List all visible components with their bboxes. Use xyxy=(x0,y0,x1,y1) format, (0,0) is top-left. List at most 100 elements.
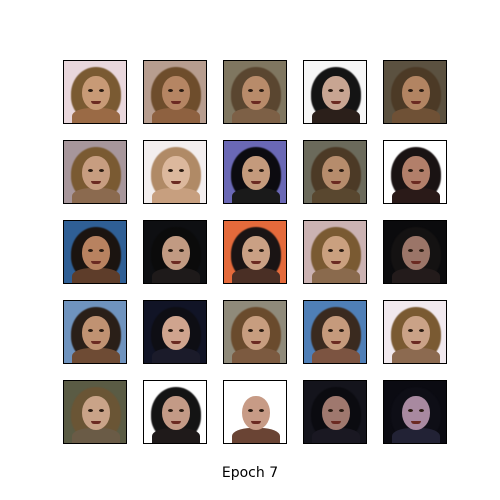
face-oval xyxy=(162,76,190,110)
eye xyxy=(419,89,424,92)
mouth xyxy=(91,181,101,184)
face-oval xyxy=(242,156,270,190)
eye xyxy=(328,249,333,252)
sample-tile xyxy=(63,300,127,364)
mouth xyxy=(331,181,341,184)
mouth xyxy=(331,261,341,264)
face-oval xyxy=(322,76,350,110)
eye xyxy=(328,89,333,92)
mouth xyxy=(91,101,101,104)
sample-tile xyxy=(63,220,127,284)
shoulders xyxy=(232,428,280,443)
sample-tile xyxy=(303,300,367,364)
sample-tile xyxy=(383,220,447,284)
sample-tile xyxy=(223,140,287,204)
eye xyxy=(88,249,93,252)
sample-tile xyxy=(143,140,207,204)
sample-tile xyxy=(303,60,367,124)
shoulders xyxy=(392,428,440,443)
face-oval xyxy=(162,236,190,270)
sample-tile xyxy=(143,220,207,284)
figure-caption: Epoch 7 xyxy=(221,465,279,481)
face-oval xyxy=(322,236,350,270)
eye xyxy=(339,329,344,332)
eye xyxy=(259,89,264,92)
eye xyxy=(179,329,184,332)
face-oval xyxy=(242,396,270,430)
face-oval xyxy=(82,396,110,430)
eye xyxy=(259,249,264,252)
mouth xyxy=(171,261,181,264)
mouth xyxy=(251,421,261,424)
mouth xyxy=(331,421,341,424)
eye xyxy=(248,169,253,172)
mouth xyxy=(251,341,261,344)
face-oval xyxy=(82,236,110,270)
sample-tile xyxy=(303,140,367,204)
face-oval xyxy=(402,236,430,270)
mouth xyxy=(331,101,341,104)
eye xyxy=(99,329,104,332)
eye xyxy=(419,249,424,252)
eye xyxy=(99,409,104,412)
eye xyxy=(408,409,413,412)
eye xyxy=(408,89,413,92)
shoulders xyxy=(72,348,120,363)
mouth xyxy=(251,261,261,264)
sample-tile xyxy=(383,140,447,204)
eye xyxy=(99,89,104,92)
eye xyxy=(408,329,413,332)
shoulders xyxy=(72,188,120,203)
eye xyxy=(179,169,184,172)
eye xyxy=(259,409,264,412)
eye xyxy=(168,329,173,332)
sample-tile xyxy=(143,300,207,364)
sample-tile xyxy=(383,380,447,444)
shoulders xyxy=(152,348,200,363)
eye xyxy=(168,249,173,252)
face-oval xyxy=(402,396,430,430)
face-oval xyxy=(402,156,430,190)
sample-tile xyxy=(63,140,127,204)
mouth xyxy=(171,421,181,424)
sample-tile xyxy=(63,380,127,444)
shoulders xyxy=(72,428,120,443)
mouth xyxy=(411,341,421,344)
shoulders xyxy=(72,268,120,283)
eye xyxy=(99,249,104,252)
eye xyxy=(88,89,93,92)
shoulders xyxy=(392,348,440,363)
sample-tile xyxy=(303,380,367,444)
shoulders xyxy=(312,348,360,363)
mouth xyxy=(171,181,181,184)
eye xyxy=(419,169,424,172)
face-oval xyxy=(82,156,110,190)
face-oval xyxy=(82,76,110,110)
sample-tile xyxy=(223,300,287,364)
sample-tile xyxy=(383,300,447,364)
face-oval xyxy=(162,316,190,350)
eye xyxy=(259,329,264,332)
shoulders xyxy=(392,188,440,203)
shoulders xyxy=(312,108,360,123)
shoulders xyxy=(312,188,360,203)
eye xyxy=(248,249,253,252)
sample-tile xyxy=(143,380,207,444)
face-oval xyxy=(162,156,190,190)
sample-tile xyxy=(383,60,447,124)
shoulders xyxy=(232,348,280,363)
eye xyxy=(168,409,173,412)
eye xyxy=(408,249,413,252)
eye xyxy=(99,169,104,172)
shoulders xyxy=(312,428,360,443)
mouth xyxy=(171,341,181,344)
sample-tile xyxy=(223,380,287,444)
eye xyxy=(339,89,344,92)
shoulders xyxy=(232,108,280,123)
sample-tile xyxy=(143,60,207,124)
eye xyxy=(408,169,413,172)
eye xyxy=(339,409,344,412)
face-oval xyxy=(242,76,270,110)
sample-tile xyxy=(223,220,287,284)
